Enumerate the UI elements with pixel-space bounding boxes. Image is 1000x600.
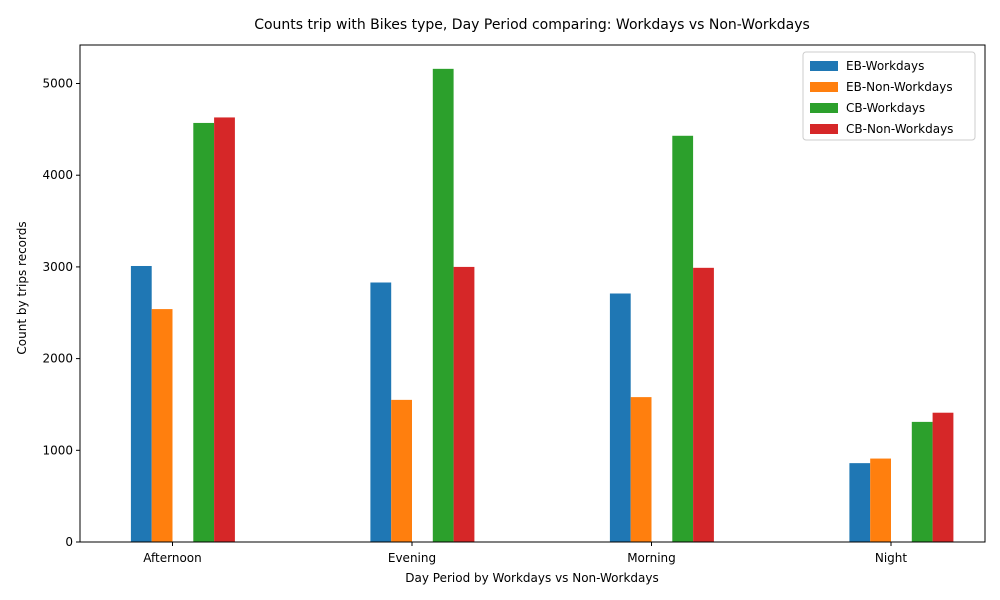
x-axis: Afternoon Evening Morning Night xyxy=(143,542,907,565)
bar-eb-workdays-morning xyxy=(609,293,631,542)
bar-cb-non-workdays-afternoon xyxy=(214,117,235,542)
bar-eb-non-workdays-evening xyxy=(391,399,412,542)
legend-label: EB-Non-Workdays xyxy=(846,80,953,94)
bar-eb-non-workdays-morning xyxy=(630,397,652,542)
x-axis-label: Day Period by Workdays vs Non-Workdays xyxy=(405,571,658,585)
bar-cb-non-workdays-morning xyxy=(693,267,714,542)
bar-eb-workdays-evening xyxy=(370,282,392,542)
y-tick-label: 1000 xyxy=(42,443,73,457)
legend-swatch xyxy=(810,82,838,92)
bar-eb-workdays-night xyxy=(849,463,871,542)
plot-area xyxy=(79,44,986,543)
legend: EB-Workdays EB-Non-Workdays CB-Workdays CB-… xyxy=(802,51,976,141)
x-tick-label: Morning xyxy=(627,551,676,565)
chart-title: Counts trip with Bikes type, Day Period … xyxy=(254,17,810,33)
legend-swatch xyxy=(810,61,838,71)
x-tick-label: Afternoon xyxy=(143,551,202,565)
legend-label: CB-Non-Workdays xyxy=(846,122,953,136)
y-tick-label: 4000 xyxy=(42,168,73,182)
bar-eb-non-workdays-night xyxy=(870,458,891,542)
bar-cb-workdays-evening xyxy=(432,68,454,542)
x-tick-label: Night xyxy=(875,551,908,565)
y-tick-label: 2000 xyxy=(42,352,73,366)
x-tick-label: Evening xyxy=(388,551,436,565)
legend-swatch xyxy=(810,103,838,113)
legend-label: EB-Workdays xyxy=(846,59,924,73)
bar-cb-non-workdays-night xyxy=(932,412,954,542)
y-axis-label: Count by trips records xyxy=(15,221,29,354)
y-axis: 0 1000 2000 3000 4000 5000 xyxy=(42,77,80,549)
y-tick-label: 3000 xyxy=(42,260,73,274)
bar-cb-workdays-night xyxy=(911,421,933,542)
legend-label: CB-Workdays xyxy=(846,101,925,115)
y-tick-label: 5000 xyxy=(42,77,73,91)
bar-cb-workdays-morning xyxy=(672,135,694,542)
bar-cb-non-workdays-evening xyxy=(453,266,475,542)
y-tick-label: 0 xyxy=(65,535,73,549)
bar-eb-workdays-afternoon xyxy=(130,265,152,542)
legend-box xyxy=(802,51,976,141)
plot-frame xyxy=(79,44,986,543)
bar-eb-non-workdays-afternoon xyxy=(151,309,173,542)
legend-swatch xyxy=(810,124,838,134)
bar-cb-workdays-afternoon xyxy=(193,122,215,542)
